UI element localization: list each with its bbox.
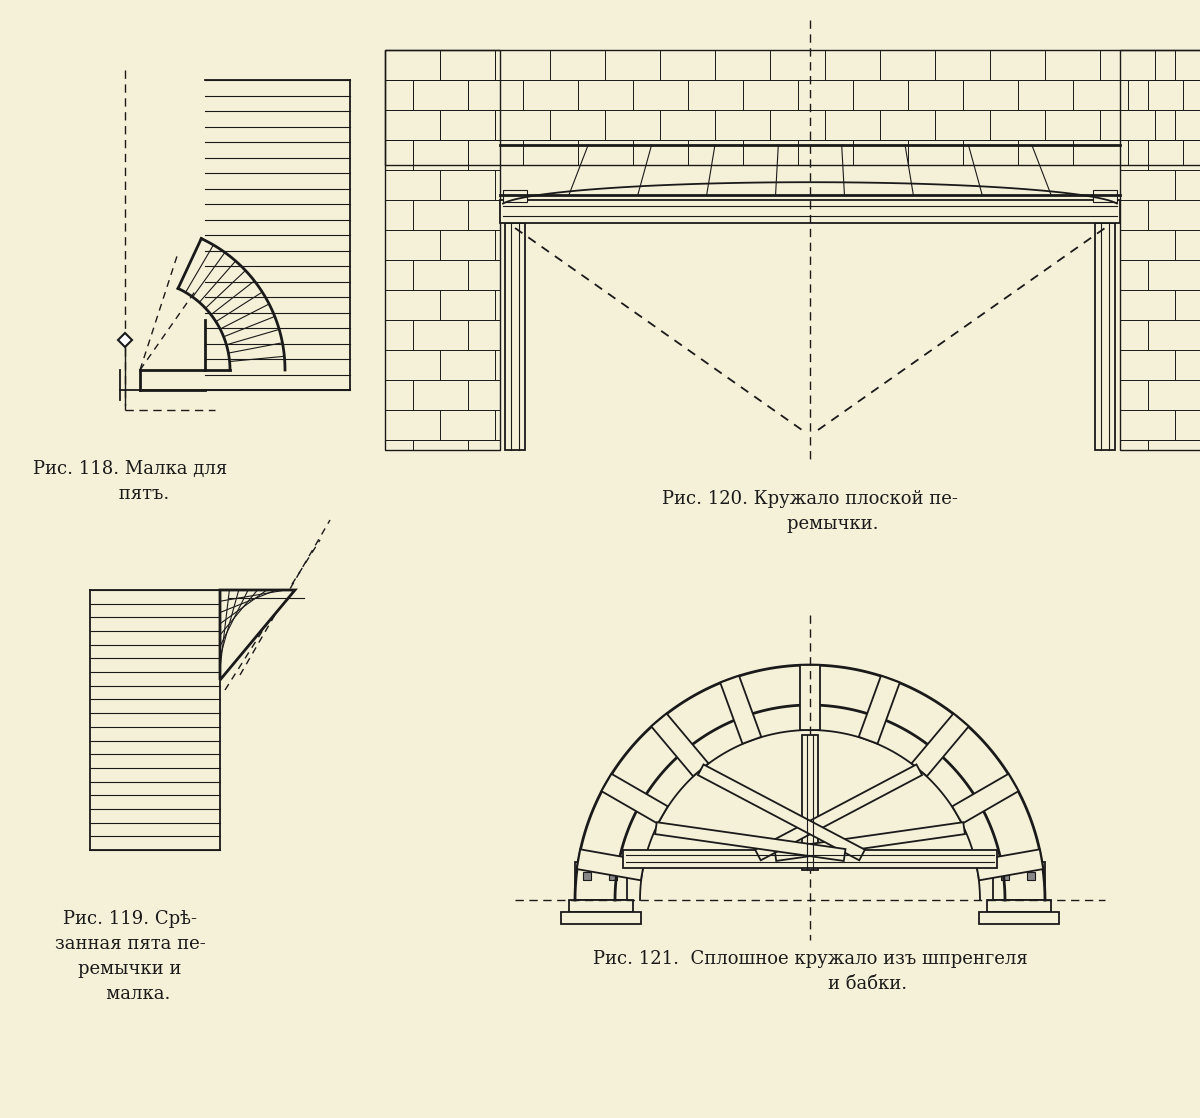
Bar — [1093, 190, 1117, 202]
Bar — [1027, 872, 1034, 880]
Text: Рис. 118. Малка для
     пятъ.: Рис. 118. Малка для пятъ. — [32, 459, 227, 503]
Bar — [500, 200, 1120, 222]
Polygon shape — [720, 675, 761, 743]
Polygon shape — [755, 765, 922, 861]
Polygon shape — [800, 665, 820, 730]
Polygon shape — [774, 822, 965, 861]
Bar — [505, 222, 526, 451]
Polygon shape — [859, 675, 900, 743]
Text: Рис. 120. Кружало плоской пе-
        ремычки.: Рис. 120. Кружало плоской пе- ремычки. — [662, 490, 958, 533]
Bar — [575, 862, 628, 900]
Bar — [385, 50, 500, 451]
Bar — [1096, 222, 1115, 451]
Polygon shape — [953, 774, 1019, 824]
Bar — [802, 735, 818, 870]
Bar — [583, 872, 592, 880]
Polygon shape — [652, 713, 708, 776]
Bar — [979, 912, 1060, 923]
Polygon shape — [601, 774, 667, 824]
Bar — [994, 862, 1045, 900]
Text: Рис. 121.  Сплошное кружало изъ шпренгеля
                    и бабки.: Рис. 121. Сплошное кружало изъ шпренгеля… — [593, 950, 1027, 993]
Bar — [1120, 50, 1200, 451]
Bar — [986, 900, 1051, 912]
Bar — [503, 190, 527, 202]
Polygon shape — [577, 850, 644, 880]
Bar — [385, 50, 1200, 165]
Bar — [562, 912, 641, 923]
Bar — [623, 850, 997, 868]
Polygon shape — [220, 590, 295, 680]
Bar — [1001, 872, 1009, 880]
Polygon shape — [698, 765, 865, 861]
Polygon shape — [912, 713, 968, 776]
Polygon shape — [976, 850, 1043, 880]
Bar — [610, 872, 617, 880]
Bar — [569, 900, 634, 912]
Text: Рис. 119. Срѣ-
занная пята пе-
ремычки и
   малка.: Рис. 119. Срѣ- занная пята пе- ремычки и… — [55, 910, 205, 1003]
Polygon shape — [655, 822, 846, 861]
